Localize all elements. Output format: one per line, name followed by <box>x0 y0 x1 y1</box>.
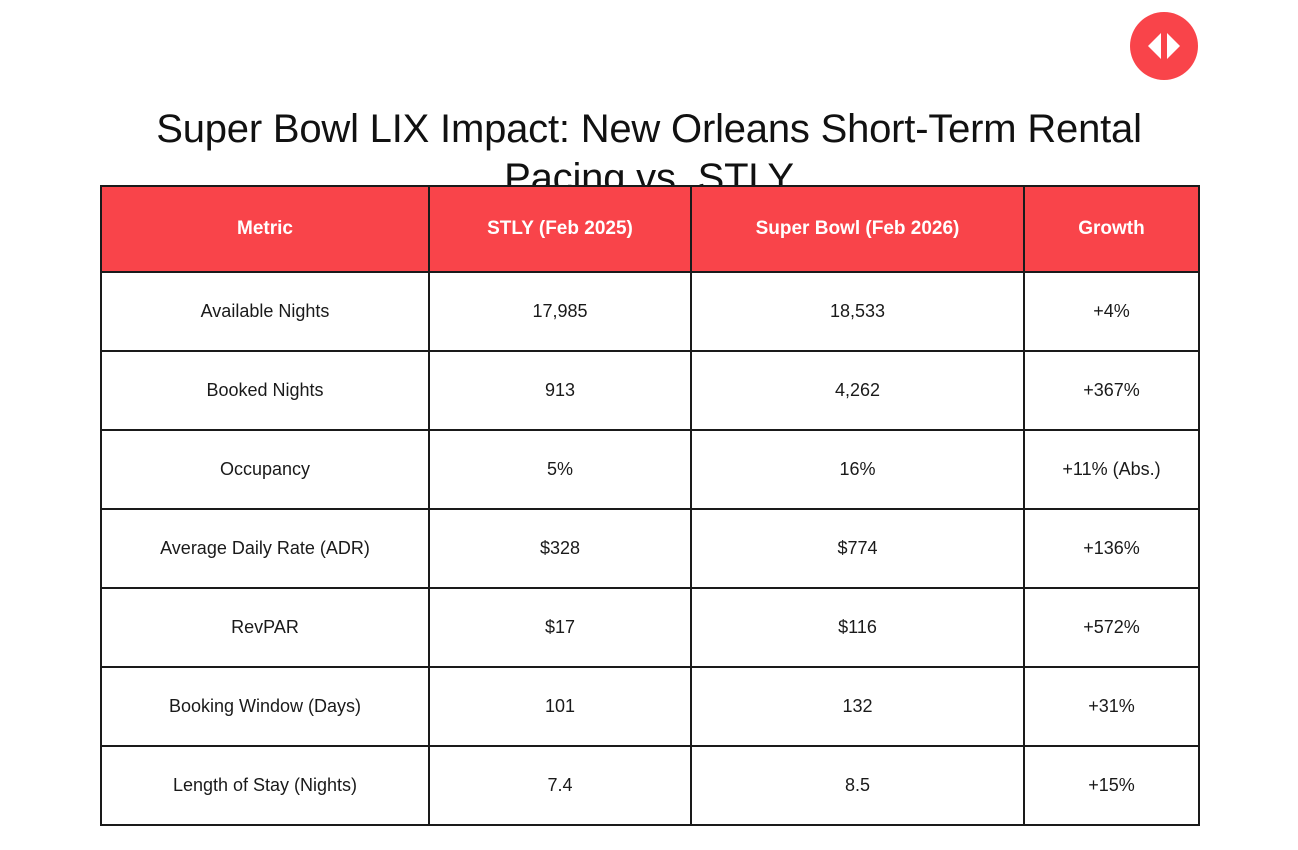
cell-super-bowl: 4,262 <box>690 350 1025 431</box>
cell-stly: 17,985 <box>428 271 692 352</box>
cell-super-bowl: 8.5 <box>690 745 1025 826</box>
cell-growth: +15% <box>1023 745 1200 826</box>
cell-metric: Occupancy <box>100 429 430 510</box>
cell-stly: 7.4 <box>428 745 692 826</box>
metrics-table-container: Metric STLY (Feb 2025) Super Bowl (Feb 2… <box>100 185 1200 826</box>
cell-growth: +572% <box>1023 587 1200 668</box>
cell-stly: 101 <box>428 666 692 747</box>
cell-stly: $328 <box>428 508 692 589</box>
column-header-metric: Metric <box>100 185 430 273</box>
table-row: Booking Window (Days) 101 132 +31% <box>100 666 1200 747</box>
cell-growth: +367% <box>1023 350 1200 431</box>
cell-growth: +136% <box>1023 508 1200 589</box>
cell-metric: Available Nights <box>100 271 430 352</box>
cell-metric: Booking Window (Days) <box>100 666 430 747</box>
column-header-super-bowl: Super Bowl (Feb 2026) <box>690 185 1025 273</box>
metrics-table: Metric STLY (Feb 2025) Super Bowl (Feb 2… <box>100 185 1200 826</box>
table-row: Length of Stay (Nights) 7.4 8.5 +15% <box>100 745 1200 826</box>
cell-super-bowl: 16% <box>690 429 1025 510</box>
cell-super-bowl: $116 <box>690 587 1025 668</box>
cell-stly: 5% <box>428 429 692 510</box>
code-chevrons-icon <box>1144 31 1184 61</box>
cell-metric: Average Daily Rate (ADR) <box>100 508 430 589</box>
table-row: Average Daily Rate (ADR) $328 $774 +136% <box>100 508 1200 589</box>
table-row: Available Nights 17,985 18,533 +4% <box>100 271 1200 352</box>
cell-growth: +4% <box>1023 271 1200 352</box>
table-row: Occupancy 5% 16% +11% (Abs.) <box>100 429 1200 510</box>
table-header-row: Metric STLY (Feb 2025) Super Bowl (Feb 2… <box>100 185 1200 273</box>
cell-stly: 913 <box>428 350 692 431</box>
brand-logo <box>1130 12 1198 80</box>
cell-growth: +31% <box>1023 666 1200 747</box>
table-row: Booked Nights 913 4,262 +367% <box>100 350 1200 431</box>
cell-super-bowl: 132 <box>690 666 1025 747</box>
cell-super-bowl: 18,533 <box>690 271 1025 352</box>
column-header-stly: STLY (Feb 2025) <box>428 185 692 273</box>
column-header-growth: Growth <box>1023 185 1200 273</box>
cell-stly: $17 <box>428 587 692 668</box>
page-title: Super Bowl LIX Impact: New Orleans Short… <box>156 106 1142 200</box>
cell-metric: Booked Nights <box>100 350 430 431</box>
table-row: RevPAR $17 $116 +572% <box>100 587 1200 668</box>
cell-super-bowl: $774 <box>690 508 1025 589</box>
cell-metric: RevPAR <box>100 587 430 668</box>
cell-growth: +11% (Abs.) <box>1023 429 1200 510</box>
cell-metric: Length of Stay (Nights) <box>100 745 430 826</box>
